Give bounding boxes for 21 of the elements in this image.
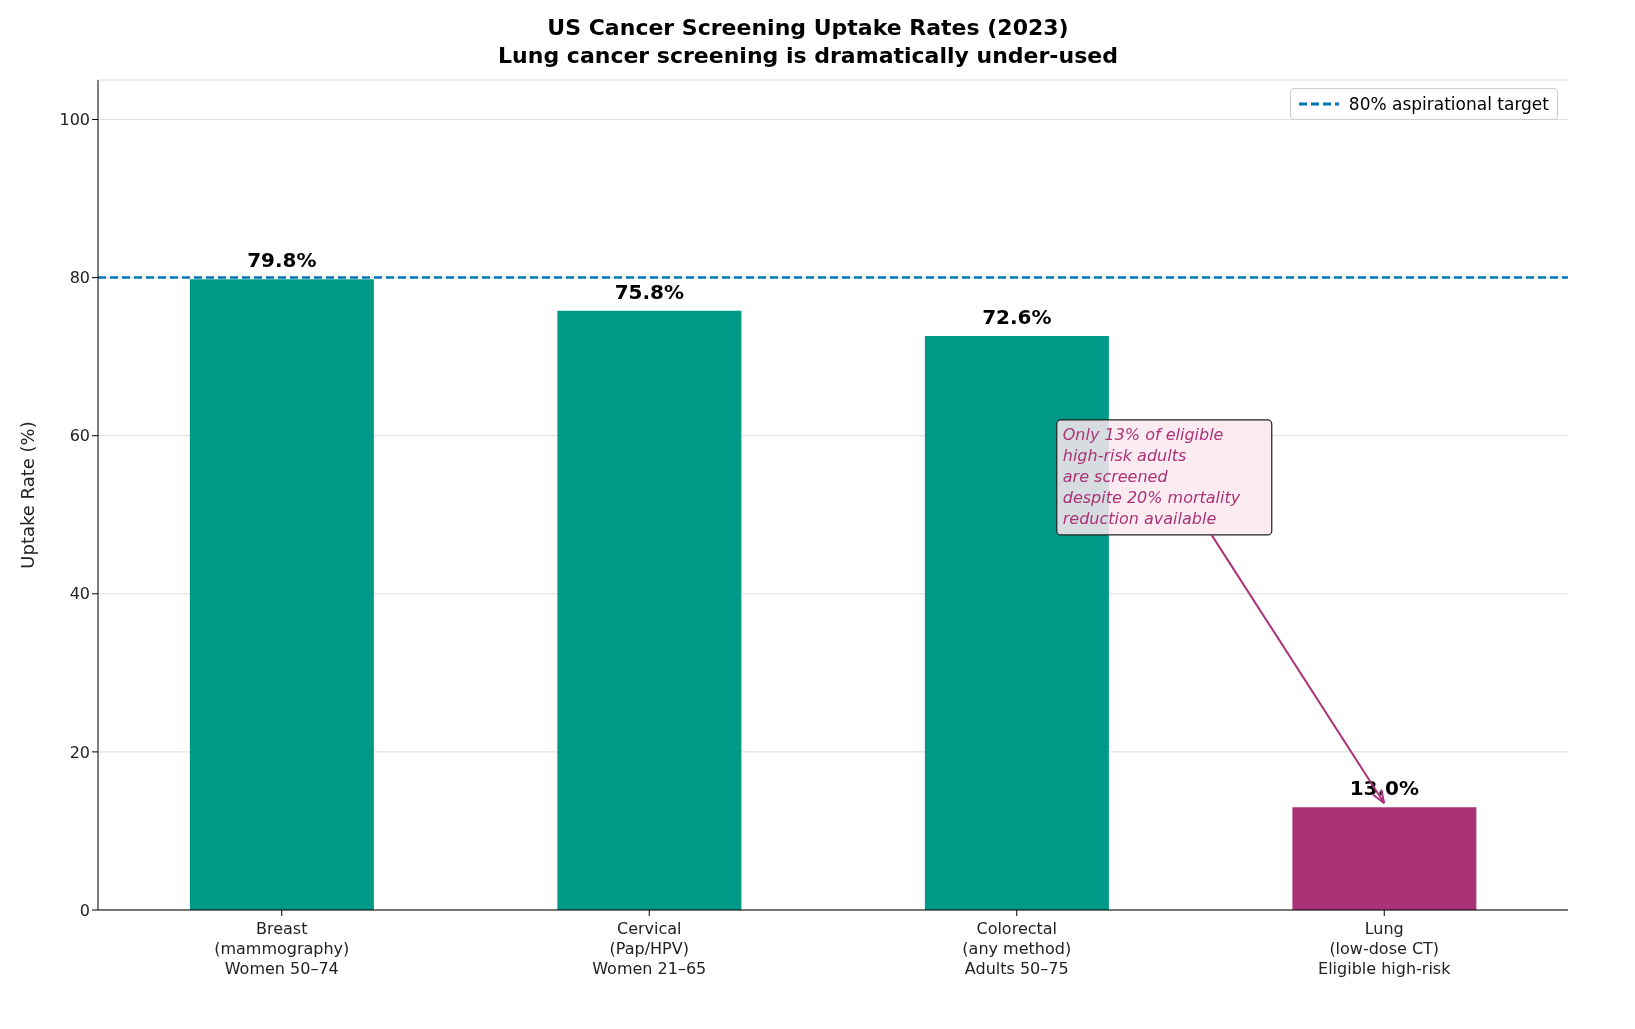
y-tick-label: 0 bbox=[79, 900, 90, 920]
legend-label: 80% aspirational target bbox=[1348, 94, 1549, 114]
y-tick-label: 100 bbox=[59, 110, 90, 130]
bar bbox=[189, 279, 374, 910]
chart-subtitle: Lung cancer screening is dramatically under-used bbox=[497, 42, 1119, 70]
y-tick-label: 40 bbox=[69, 584, 90, 604]
y-tick-label: 20 bbox=[69, 742, 90, 762]
bar bbox=[557, 310, 742, 910]
data-label: 75.8% bbox=[614, 279, 685, 304]
y-tick-label: 80 bbox=[69, 268, 90, 288]
x-tick-label: Lung (low-dose CT) Eligible high-risk bbox=[1318, 919, 1452, 978]
y-tick-label: 60 bbox=[69, 426, 90, 446]
data-label: 72.6% bbox=[982, 305, 1052, 330]
x-tick-label: Colorectal (any method) Adults 50–75 bbox=[962, 919, 1072, 978]
chart-title: US Cancer Screening Uptake Rates (2023) bbox=[546, 14, 1070, 42]
annotation: Only 13% of eligible high-risk adults are screened despite 20% mortality reduction available bbox=[1062, 424, 1241, 528]
y-axis-title: Uptake Rate (%) bbox=[17, 421, 39, 569]
data-label: 79.8% bbox=[247, 248, 317, 273]
x-tick-label: Cervical (Pap/HPV) Women 21–65 bbox=[592, 919, 707, 978]
bar bbox=[1292, 807, 1477, 910]
x-tick-label: Breast (mammography) Women 50–74 bbox=[214, 919, 350, 978]
